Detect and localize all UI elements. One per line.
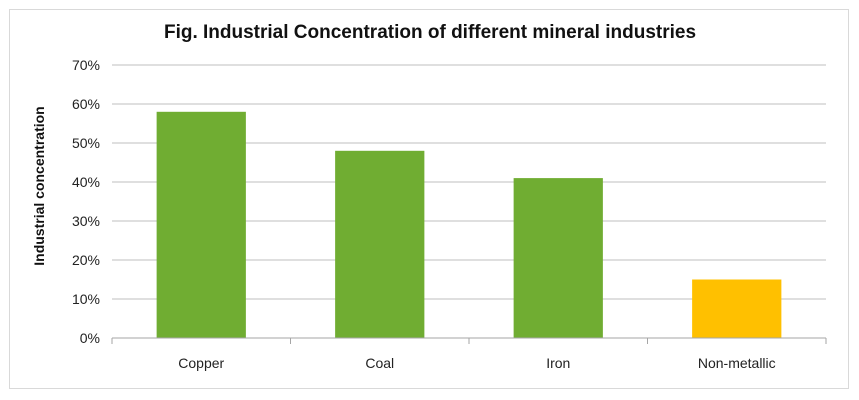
y-tick-label: 10% [72,291,100,307]
x-tick-label: Non-metallic [698,355,776,371]
chart-title: Fig. Industrial Concentration of differe… [164,22,696,43]
y-tick-label: 50% [72,135,100,151]
x-tick-label: Copper [178,355,224,371]
x-tick-label: Iron [546,355,570,371]
bar-copper [156,111,246,338]
y-tick-label: 40% [72,174,100,190]
bar-non-metallic [692,279,782,338]
bar-iron [513,178,603,338]
y-tick-label: 20% [72,252,100,268]
y-tick-label: 30% [72,213,100,229]
bar-coal [335,150,425,338]
y-tick-label: 70% [72,57,100,73]
x-tick-label: Coal [365,355,394,371]
y-tick-label: 60% [72,96,100,112]
y-axis-label: Industrial concentration [31,106,47,265]
y-tick-label: 0% [80,330,100,346]
